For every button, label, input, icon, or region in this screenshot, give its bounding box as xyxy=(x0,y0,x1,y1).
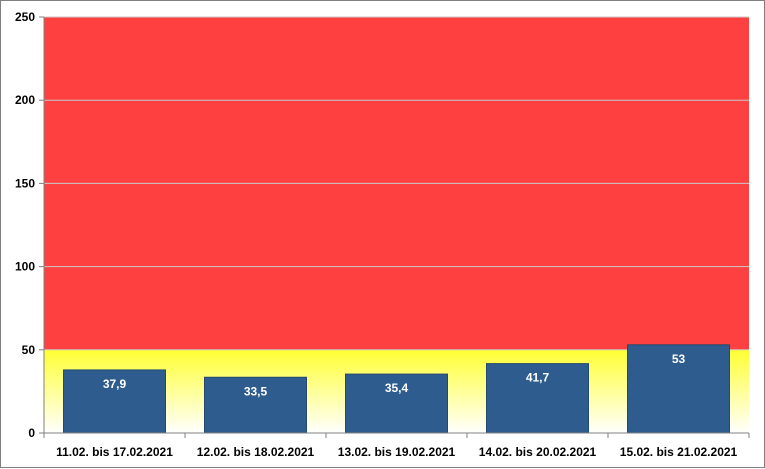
bar-2 xyxy=(204,376,307,434)
y-tick-label-100: 100 xyxy=(15,260,35,274)
data-label-1: 37,9 xyxy=(103,377,127,391)
data-label-2: 33,5 xyxy=(244,384,268,398)
bar-4 xyxy=(486,363,589,434)
data-label-4: 41,7 xyxy=(526,371,550,385)
x-tick-label-2: 12.02. bis 18.02.2021 xyxy=(197,445,315,459)
y-tick-label-0: 0 xyxy=(28,426,35,440)
y-tick-label-50: 50 xyxy=(22,343,36,357)
y-tick-label-200: 200 xyxy=(15,93,35,107)
y-tick-label-250: 250 xyxy=(15,10,35,24)
bar-3 xyxy=(345,373,448,434)
bar-1 xyxy=(63,369,166,434)
data-label-5: 53 xyxy=(672,352,686,366)
x-tick-label-5: 15.02. bis 21.02.2021 xyxy=(620,445,738,459)
x-tick-label-3: 13.02. bis 19.02.2021 xyxy=(338,445,456,459)
bar-5 xyxy=(627,344,730,434)
x-tick-label-1: 11.02. bis 17.02.2021 xyxy=(56,445,173,459)
data-label-3: 35,4 xyxy=(385,381,409,395)
y-tick-label-150: 150 xyxy=(15,176,35,190)
x-tick-label-4: 14.02. bis 20.02.2021 xyxy=(479,445,597,459)
